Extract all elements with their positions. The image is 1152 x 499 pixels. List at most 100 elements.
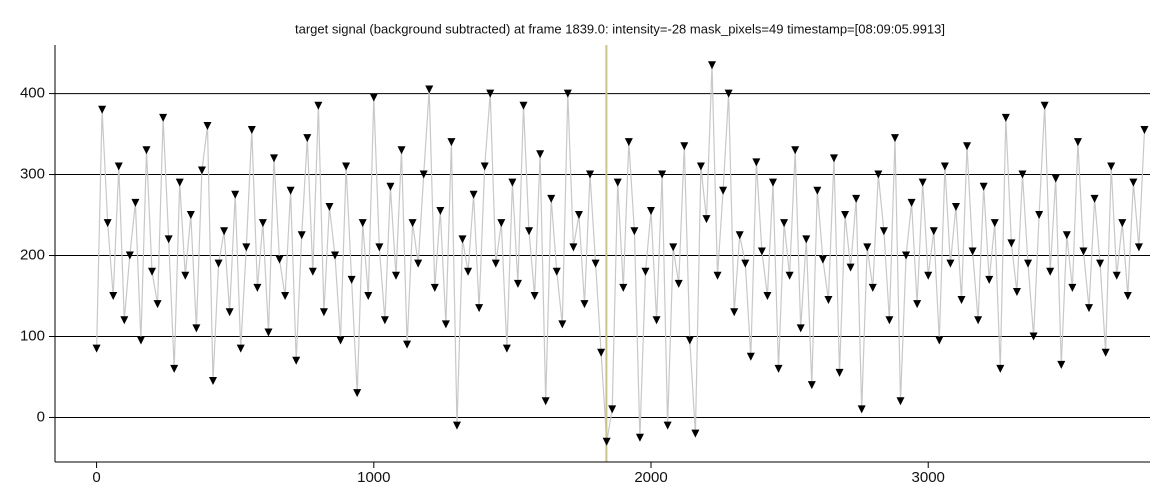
marker [530, 292, 539, 301]
marker [591, 259, 600, 268]
marker [885, 316, 894, 325]
marker [414, 259, 423, 268]
marker [563, 89, 572, 98]
marker [491, 259, 500, 268]
marker [164, 235, 173, 244]
plot-area [92, 45, 1149, 462]
marker [1123, 292, 1132, 301]
marker [752, 158, 761, 167]
marker [951, 202, 960, 211]
marker [342, 162, 351, 171]
marker [602, 437, 611, 446]
marker [1107, 162, 1116, 171]
marker [264, 328, 273, 337]
marker [502, 344, 511, 353]
marker [308, 267, 317, 276]
marker [98, 105, 107, 114]
marker [774, 364, 783, 373]
marker [669, 243, 678, 252]
marker [1073, 138, 1082, 147]
marker [1090, 194, 1099, 203]
marker [436, 206, 445, 215]
x-tick-label: 2000 [634, 469, 667, 486]
marker [1101, 348, 1110, 357]
marker [647, 206, 656, 215]
marker [1096, 259, 1105, 268]
marker [159, 113, 168, 122]
marker [619, 283, 628, 292]
marker [746, 352, 755, 361]
y-tick-label: 300 [20, 166, 45, 183]
signal-line [96, 65, 1146, 442]
marker [120, 316, 129, 325]
marker [419, 170, 428, 179]
marker [1112, 271, 1121, 280]
marker [330, 251, 339, 260]
marker [458, 235, 467, 244]
marker [181, 271, 190, 280]
marker [835, 368, 844, 377]
marker [580, 300, 589, 309]
marker [536, 150, 545, 159]
marker [186, 211, 195, 220]
marker [974, 316, 983, 325]
marker [796, 324, 805, 333]
chart-title: target signal (background subtracted) at… [295, 21, 945, 36]
marker [125, 251, 134, 260]
marker [757, 247, 766, 256]
marker [597, 348, 606, 357]
marker [286, 186, 295, 195]
marker [192, 324, 201, 333]
marker [946, 259, 955, 268]
marker [541, 397, 550, 406]
marker [768, 178, 777, 187]
marker [863, 243, 872, 252]
marker [1040, 101, 1049, 110]
marker [347, 275, 356, 284]
marker [1068, 283, 1077, 292]
marker [741, 259, 750, 268]
marker [807, 381, 816, 390]
marker [397, 146, 406, 155]
marker [225, 308, 234, 317]
marker [114, 162, 123, 171]
marker [713, 271, 722, 280]
marker [652, 316, 661, 325]
marker [209, 377, 218, 386]
marker [336, 336, 345, 345]
marker [702, 215, 711, 224]
marker [109, 292, 118, 301]
marker [868, 283, 877, 292]
marker [846, 263, 855, 272]
marker [519, 101, 528, 110]
marker [303, 134, 312, 143]
marker [258, 219, 267, 228]
marker [369, 93, 378, 102]
marker [691, 429, 700, 438]
marker [763, 292, 772, 301]
marker [92, 344, 101, 353]
marker [719, 186, 728, 195]
marker [242, 243, 251, 252]
marker [197, 166, 206, 175]
marker [574, 211, 583, 220]
marker [841, 211, 850, 220]
marker [940, 162, 949, 171]
marker [486, 89, 495, 98]
marker [214, 259, 223, 268]
marker [508, 178, 517, 187]
marker [985, 275, 994, 284]
marker [103, 219, 112, 228]
marker [996, 364, 1005, 373]
marker [447, 138, 456, 147]
marker [475, 304, 484, 313]
marker [1051, 174, 1060, 183]
marker [1046, 267, 1055, 276]
marker [902, 251, 911, 260]
y-tick-label: 0 [37, 408, 45, 425]
marker [824, 296, 833, 305]
x-tick-label: 1000 [357, 469, 390, 486]
marker [353, 389, 362, 398]
